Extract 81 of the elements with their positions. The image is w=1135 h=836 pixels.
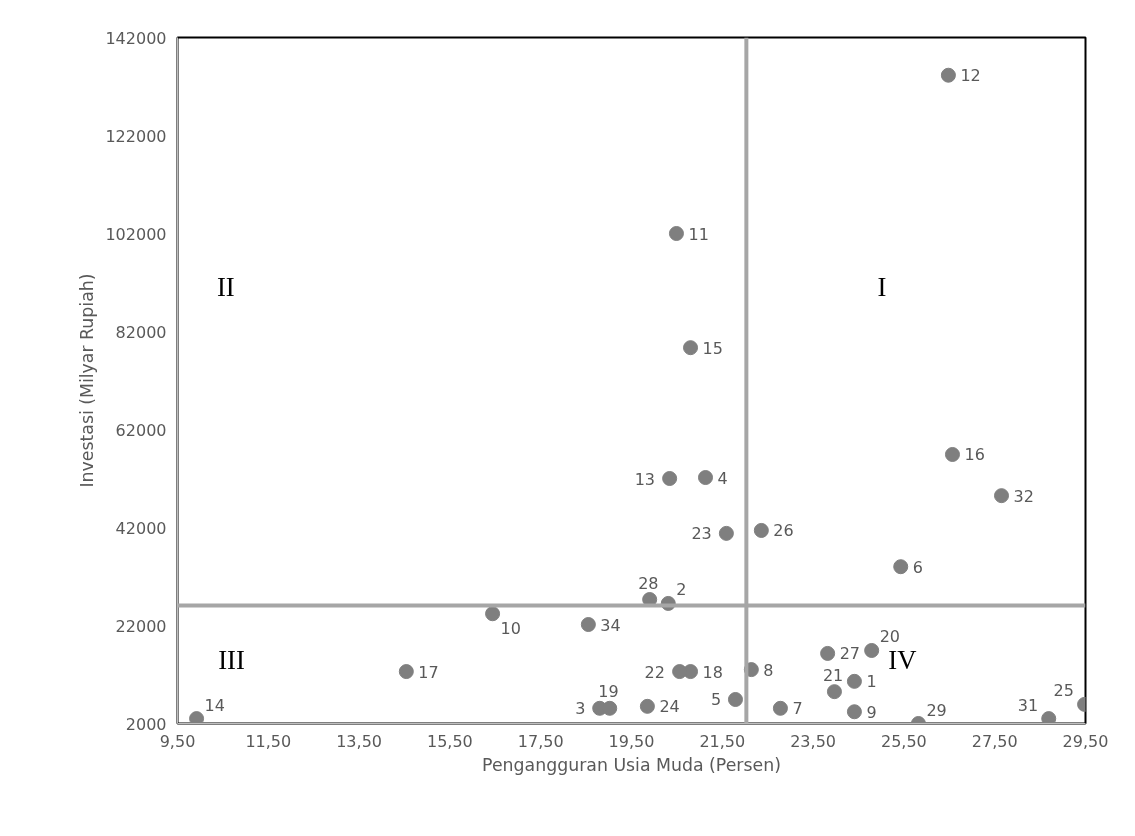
annotation: 5 [710,690,722,710]
x-tick-label: 9,50 [159,731,196,751]
annotation: 32 [1013,486,1034,506]
point [398,664,414,680]
point [698,470,713,486]
x-tick-label: 27,50 [971,731,1018,751]
annotation: 1 [866,672,877,692]
annotation: 15 [702,338,723,358]
annotation: 21 [822,665,844,685]
annotation: 12 [960,66,981,86]
annotation: 13 [634,469,655,489]
x-tick-label: 11,50 [245,731,292,751]
point [662,471,678,486]
annotation: 31 [1017,695,1039,715]
annotation: 10 [500,618,521,638]
annotation: 23 [691,524,712,544]
point [944,447,960,462]
point [994,488,1010,504]
annotation: 18 [702,662,723,682]
annotation: 8 [763,660,774,680]
x-tick-label: 13,50 [336,731,383,751]
point [485,606,501,622]
point [683,340,699,356]
annotation: 16 [964,445,985,465]
annotation: I [877,272,887,303]
x-tick-label: 25,50 [881,731,927,751]
point [639,698,655,714]
y-tick-label: 82000 [115,322,167,342]
x-tick-label: 21,50 [699,731,746,751]
point [864,643,880,658]
point [727,692,743,707]
x-tick-label: 17,50 [517,731,564,751]
annotation: 24 [659,697,680,717]
y-tick-label: 122000 [105,126,167,146]
annotation: 34 [600,615,621,635]
annotation: 28 [638,573,659,593]
point [820,645,836,661]
point [1041,711,1057,724]
annotation: 3 [575,699,586,719]
y-tick-label: 102000 [105,224,167,244]
annotation: 9 [866,702,877,722]
y-tick-label: 42000 [115,518,167,538]
x-axis-title: Pengangguran Usia Muda (Persen) [482,754,781,775]
annotation: 4 [717,468,728,488]
point [826,684,842,700]
y-tick-label: 142000 [105,28,167,48]
annotation: IV [888,644,917,675]
annotation: 26 [773,521,794,541]
y-axis-title: Investasi (Milyar Rupiah) [77,273,98,488]
point [753,522,769,538]
annotation: 2 [676,580,687,600]
point [846,704,862,720]
point [772,700,788,716]
annotation: 29 [926,700,947,720]
annotation: 14 [204,695,225,715]
annotation: 11 [688,224,709,244]
point [580,617,596,633]
x-tick-label: 19,50 [608,731,655,751]
point [893,559,909,575]
point [602,700,618,716]
annotation: 27 [839,644,860,664]
x-tick-label: 29,50 [1062,731,1109,751]
annotation: III [218,644,245,675]
annotation: II [216,272,235,303]
x-tick-label: 15,50 [427,731,473,751]
annotation: 6 [912,557,923,577]
annotation: 20 [879,627,901,647]
point [668,226,684,241]
annotation: 25 [1053,681,1074,701]
point [940,67,956,83]
annotation: 22 [644,662,665,682]
x-tick-label: 23,50 [790,731,837,751]
point [189,711,205,724]
point [718,525,734,541]
y-tick-label: 22000 [115,616,167,636]
point [846,673,862,689]
annotation: 17 [418,662,439,682]
annotation: 19 [598,682,619,702]
y-tick-label: 62000 [115,420,167,440]
y-tick-label: 2000 [125,714,167,734]
annotation: 7 [792,699,803,719]
